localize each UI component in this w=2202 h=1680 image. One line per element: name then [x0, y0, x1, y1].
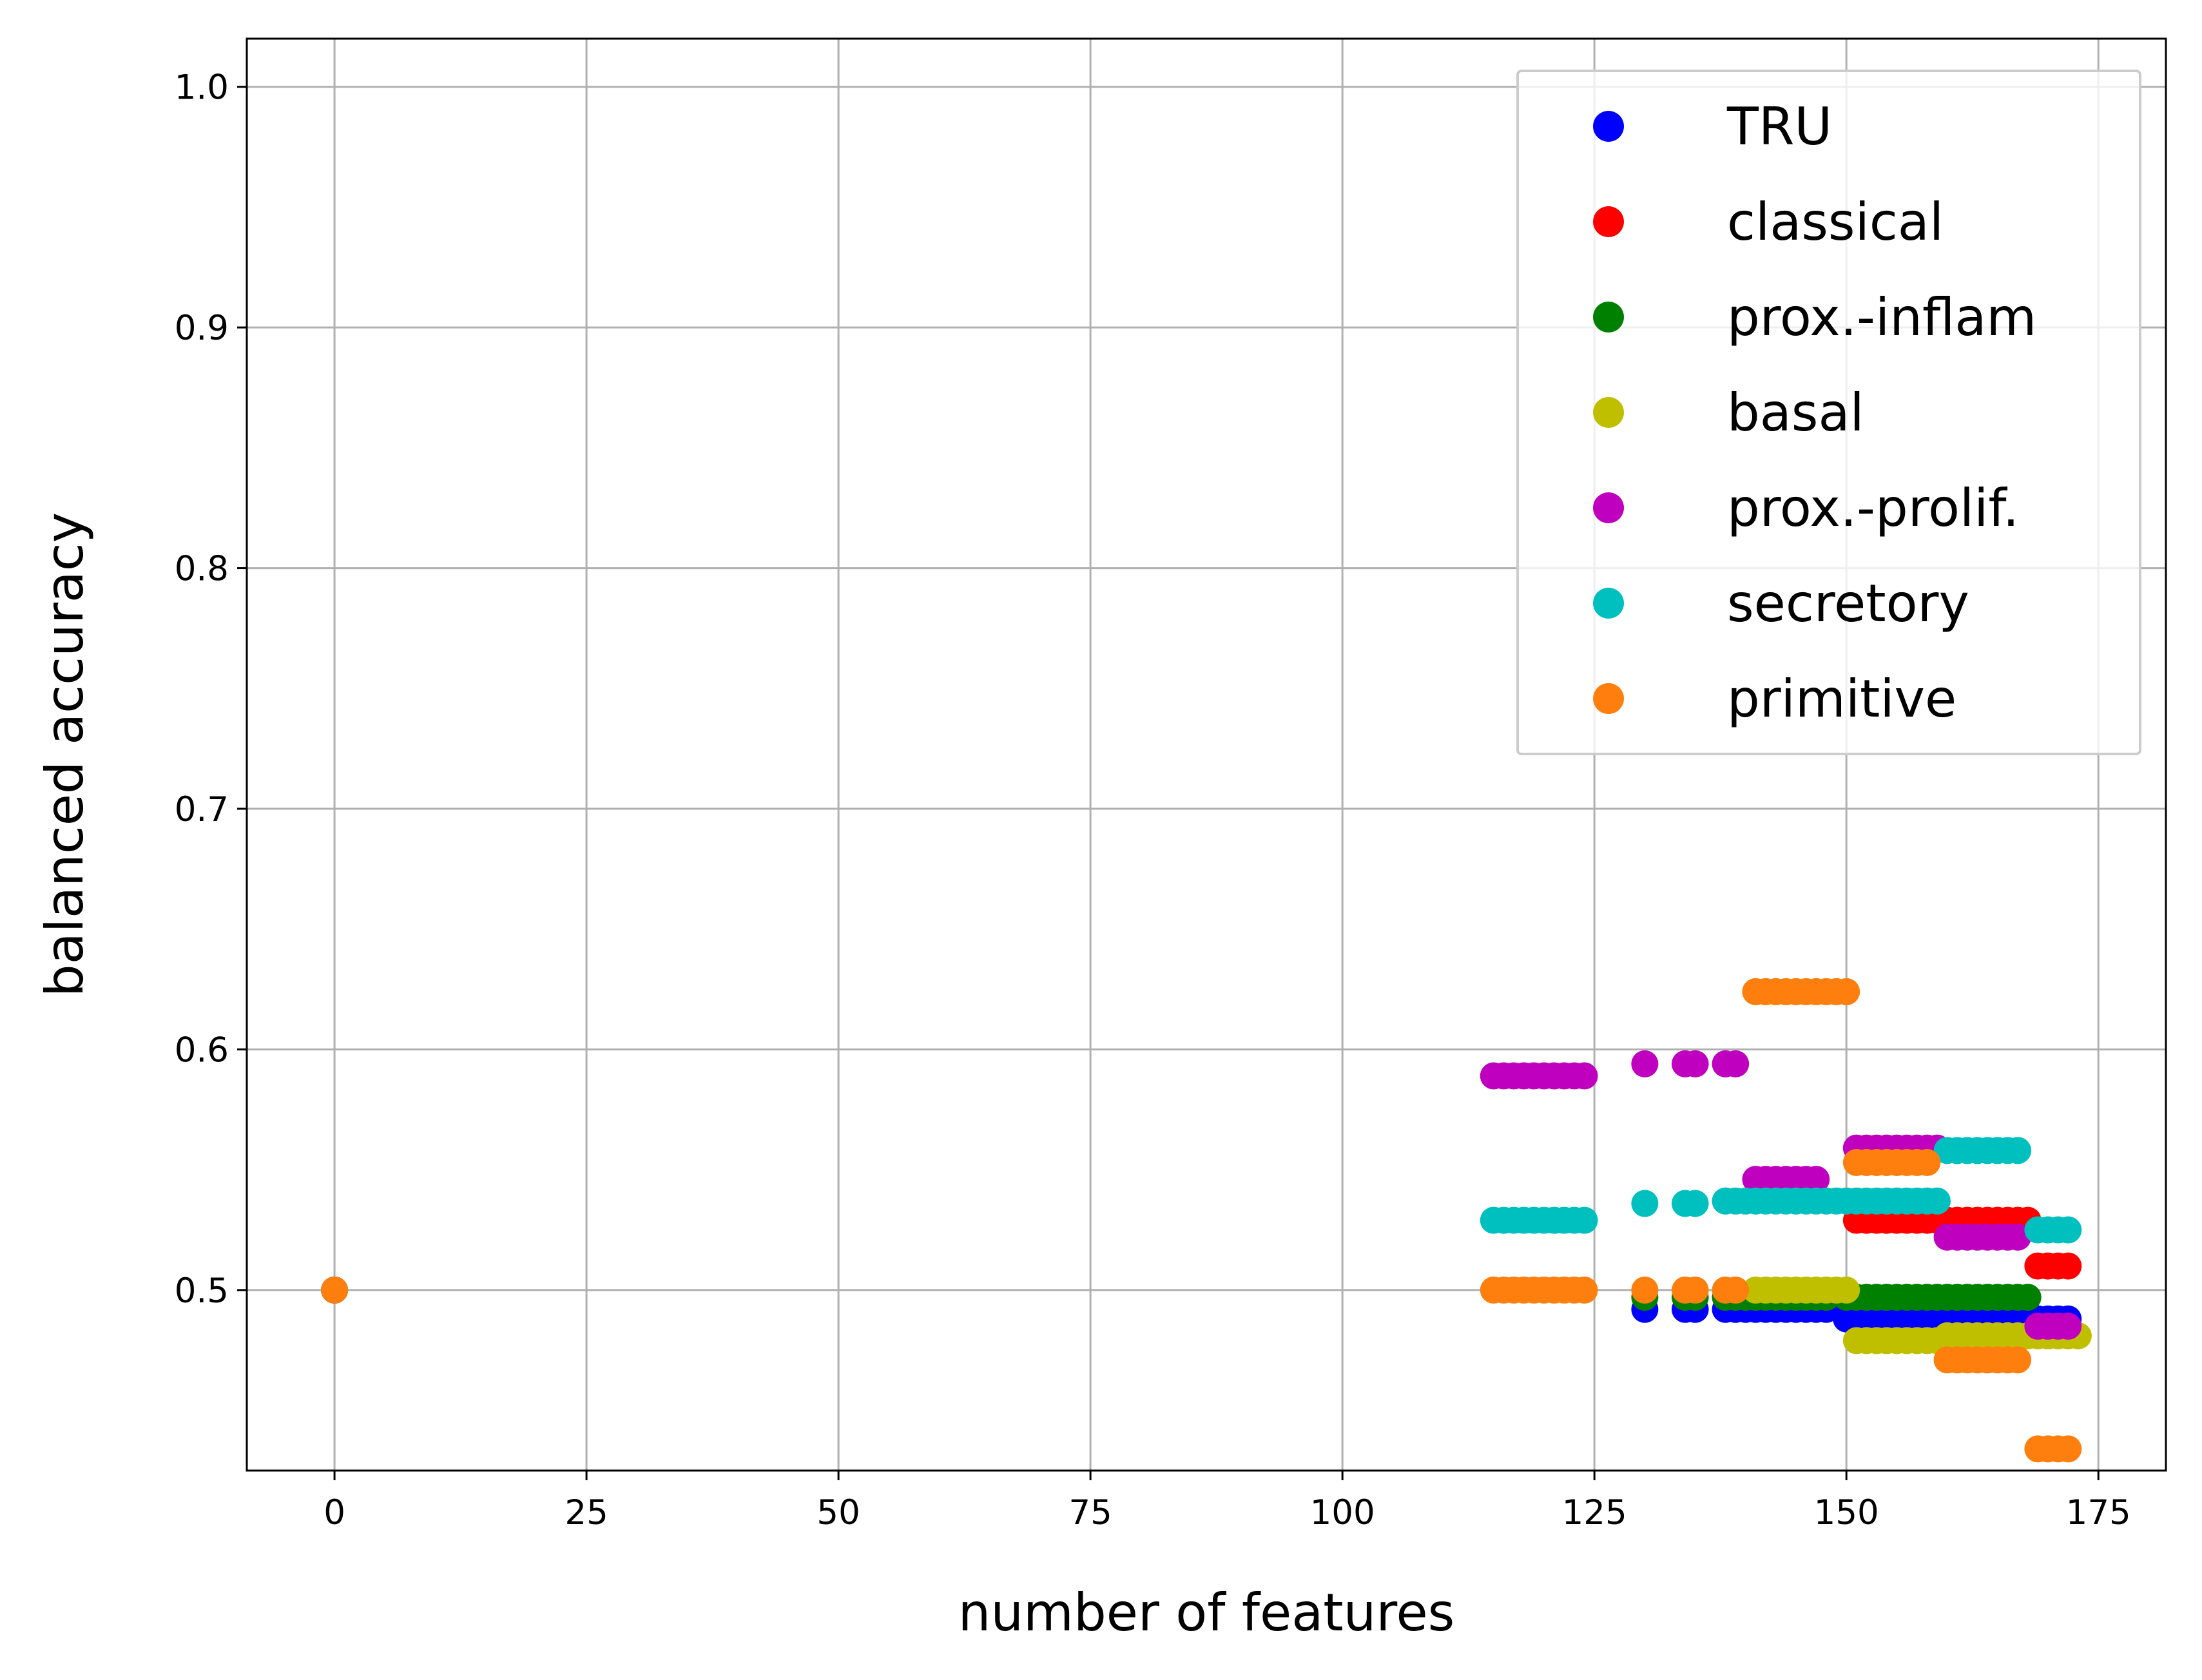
- data-point: [1722, 1276, 1750, 1304]
- x-tick-label: 75: [1068, 1493, 1112, 1532]
- data-point: [2004, 1346, 2032, 1374]
- data-point: [1913, 1148, 1941, 1176]
- data-point: [1722, 1050, 1750, 1077]
- legend-marker: [1593, 397, 1624, 428]
- data-point: [1681, 1190, 1709, 1217]
- data-points: [321, 978, 2092, 1463]
- y-tick-label: 0.8: [175, 550, 229, 589]
- legend-label: basal: [1727, 383, 1864, 443]
- data-point: [1681, 1276, 1709, 1304]
- data-point: [1833, 1276, 1860, 1304]
- data-point: [1802, 1166, 1830, 1193]
- data-point: [2054, 1216, 2082, 1244]
- x-tick-label: 175: [2066, 1493, 2131, 1532]
- data-point: [321, 1276, 349, 1304]
- y-tick-label: 0.7: [175, 790, 229, 829]
- legend-label: prox.-inflam: [1727, 287, 2036, 347]
- data-point: [1631, 1050, 1659, 1077]
- data-point: [2004, 1137, 2032, 1164]
- legend-label: classical: [1727, 192, 1944, 252]
- legend: TRU classical prox.-inflam basal prox.-proli…: [1516, 70, 2141, 755]
- legend-marker: [1593, 683, 1624, 714]
- data-point: [1570, 1276, 1598, 1304]
- legend-label: prox.-prolif.: [1727, 478, 2019, 538]
- data-point: [1631, 1276, 1659, 1304]
- legend-marker: [1593, 302, 1624, 333]
- data-point: [1570, 1206, 1598, 1234]
- x-axis-ticks: 0 25 50 75 100 125 150 175: [324, 1471, 2131, 1532]
- x-tick-label: 50: [816, 1493, 860, 1532]
- legend-label: primitive: [1727, 669, 1956, 729]
- legend-marker: [1593, 492, 1624, 523]
- x-tick-label: 25: [565, 1493, 608, 1532]
- plot-frame: [246, 37, 2167, 1472]
- x-tick-label: 150: [1814, 1493, 1879, 1532]
- legend-marker: [1593, 206, 1624, 237]
- data-point: [2014, 1284, 2042, 1311]
- data-point: [2054, 1435, 2082, 1463]
- data-point: [1570, 1062, 1598, 1090]
- data-point: [1833, 978, 1860, 1005]
- legend-box: [1516, 70, 2141, 755]
- series-basal: [321, 1276, 2092, 1355]
- legend-label: secretory: [1727, 574, 1969, 633]
- series-primitive: [321, 978, 2082, 1463]
- legend-marker: [1593, 111, 1624, 142]
- data-point: [1681, 1050, 1709, 1077]
- y-axis-ticks: 0.5 0.6 0.7 0.8 0.9 1.0: [175, 68, 247, 1311]
- y-tick-label: 0.5: [175, 1271, 229, 1311]
- data-point: [2054, 1252, 2082, 1280]
- y-axis-label: balanced accuracy: [35, 512, 95, 997]
- legend-label: TRU: [1726, 97, 1832, 157]
- x-tick-label: 125: [1562, 1493, 1627, 1532]
- data-point: [1631, 1190, 1659, 1217]
- x-tick-label: 0: [324, 1493, 345, 1532]
- y-tick-label: 1.0: [175, 68, 229, 108]
- data-point: [1923, 1187, 1951, 1215]
- data-point: [2054, 1312, 2082, 1340]
- legend-marker: [1593, 588, 1624, 619]
- x-axis-label: number of features: [958, 1583, 1455, 1643]
- y-tick-label: 0.6: [175, 1030, 229, 1070]
- y-tick-label: 0.9: [175, 309, 229, 348]
- x-tick-label: 100: [1310, 1493, 1375, 1532]
